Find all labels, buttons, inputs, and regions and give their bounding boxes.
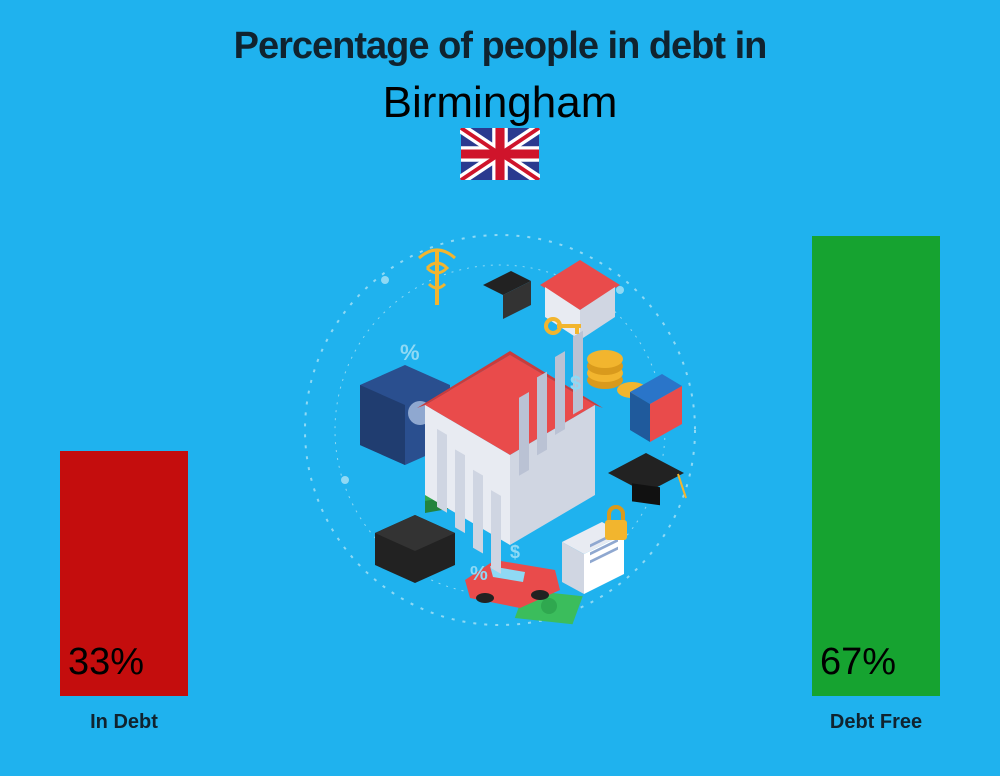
page-title: Percentage of people in debt in [0,25,1000,68]
svg-text:$: $ [570,373,581,395]
bar-debt-free-value: 67% [820,641,896,684]
bar-in-debt: 33% [60,451,188,696]
bar-in-debt-label: In Debt [60,711,188,734]
bar-in-debt-value: 33% [68,641,144,684]
bar-debt-free: 67% [812,236,940,696]
finance-illustration-icon: % % $ $ [290,220,710,640]
uk-flag-icon [460,128,540,180]
page-subtitle: Birmingham [0,78,1000,128]
bar-debt-free-label: Debt Free [812,711,940,734]
svg-text:%: % [470,563,488,585]
infographic-canvas: Percentage of people in debt in Birmingh… [0,0,1000,776]
svg-text:%: % [400,340,420,365]
svg-text:$: $ [510,542,520,562]
